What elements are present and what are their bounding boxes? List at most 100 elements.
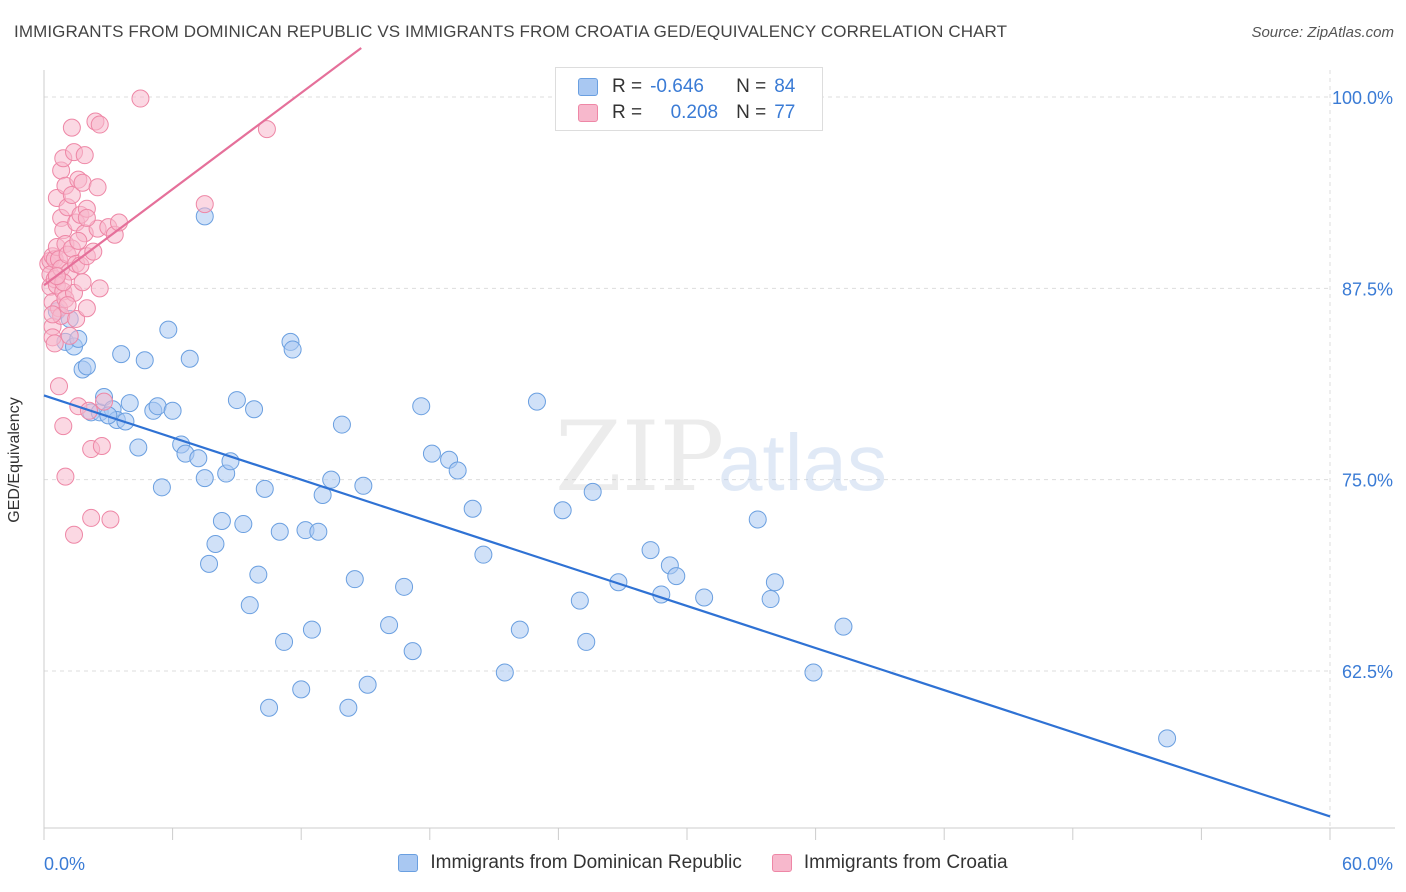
point-dominican-66 bbox=[553, 501, 572, 520]
legend-item-croatia[interactable]: Immigrants from Croatia bbox=[771, 852, 1008, 874]
point-croatia-52 bbox=[77, 299, 96, 318]
legend-row-dominican: R = -0.646 N = 84 bbox=[578, 75, 795, 99]
watermark: ZIP atlas bbox=[555, 401, 887, 513]
point-dominican-15 bbox=[129, 438, 148, 457]
point-dominican-68 bbox=[577, 632, 596, 651]
y-tick-label-0: 100.0% bbox=[1332, 88, 1393, 108]
point-dominican-54 bbox=[380, 616, 399, 635]
point-dominican-14 bbox=[120, 394, 139, 413]
point-croatia-32 bbox=[60, 326, 79, 345]
point-croatia-74 bbox=[69, 231, 88, 250]
point-croatia-61 bbox=[90, 279, 109, 298]
point-dominican-80 bbox=[834, 617, 853, 636]
point-croatia-63 bbox=[95, 392, 114, 411]
point-croatia-24 bbox=[54, 417, 73, 436]
point-dominican-77 bbox=[761, 590, 780, 609]
legend-r-label: R = bbox=[612, 102, 643, 123]
point-croatia-68 bbox=[131, 89, 150, 108]
point-dominican-16 bbox=[135, 351, 154, 370]
point-dominican-76 bbox=[748, 510, 767, 529]
point-croatia-73 bbox=[58, 296, 77, 315]
legend-r-value-croatia: 0.208 bbox=[670, 102, 719, 123]
point-dominican-55 bbox=[395, 577, 414, 596]
legend-row-croatia: R = 0.208 N = 77 bbox=[578, 101, 795, 125]
legend-item-dominican[interactable]: Immigrants from Dominican Republic bbox=[398, 852, 742, 874]
point-dominican-60 bbox=[448, 461, 467, 480]
point-dominican-28 bbox=[206, 534, 225, 553]
point-dominican-24 bbox=[180, 349, 199, 368]
source-credit: Source: ZipAtlas.com bbox=[1251, 24, 1394, 41]
point-dominican-61 bbox=[463, 499, 482, 518]
legend-label-croatia: Immigrants from Croatia bbox=[803, 852, 1008, 873]
point-dominican-39 bbox=[270, 522, 289, 541]
point-croatia-47 bbox=[73, 273, 92, 292]
point-dominican-49 bbox=[332, 415, 351, 434]
point-croatia-71 bbox=[43, 305, 62, 324]
legend-n-value-croatia: 77 bbox=[774, 102, 796, 123]
point-dominican-46 bbox=[309, 522, 328, 541]
point-croatia-28 bbox=[56, 467, 75, 486]
point-dominican-63 bbox=[495, 663, 514, 682]
point-dominican-58 bbox=[422, 444, 441, 463]
point-croatia-10 bbox=[45, 334, 64, 353]
point-croatia-70 bbox=[257, 120, 276, 139]
point-croatia-34 bbox=[62, 185, 81, 204]
legend-n-label: N = bbox=[736, 76, 767, 97]
point-dominican-13 bbox=[112, 345, 131, 364]
legend-r-label: R = bbox=[612, 76, 643, 97]
point-dominican-79 bbox=[804, 663, 823, 682]
y-axis-label: GED/Equivalency bbox=[6, 397, 23, 523]
point-dominican-35 bbox=[245, 400, 264, 419]
tick-labels: 100.0% 87.5% 75.0% 62.5% 0.0% 60.0% bbox=[44, 88, 1393, 874]
point-dominican-75 bbox=[695, 588, 714, 607]
point-dominican-6 bbox=[77, 357, 96, 376]
point-dominican-43 bbox=[292, 680, 311, 699]
legend-swatch-blue bbox=[398, 854, 419, 872]
point-croatia-46 bbox=[73, 173, 92, 192]
point-dominican-74 bbox=[667, 567, 686, 586]
trend-line-dominican bbox=[43, 394, 1331, 818]
y-tick-label-1: 87.5% bbox=[1342, 279, 1393, 299]
series-legend: Immigrants from Dominican Republic Immig… bbox=[0, 852, 1406, 874]
point-dominican-53 bbox=[358, 675, 377, 694]
point-dominican-56 bbox=[403, 642, 422, 661]
correlation-legend: R = -0.646 N = 84 R = 0.208 N = 77 bbox=[555, 67, 823, 131]
watermark-zip: ZIP bbox=[555, 401, 724, 513]
legend-swatch-blue bbox=[578, 78, 598, 96]
point-dominican-52 bbox=[354, 476, 373, 495]
point-croatia-56 bbox=[84, 242, 103, 261]
legend-r-value-dominican: -0.646 bbox=[650, 76, 704, 97]
point-dominican-62 bbox=[474, 545, 493, 564]
point-dominican-38 bbox=[260, 698, 279, 717]
point-dominican-65 bbox=[527, 392, 546, 411]
point-croatia-41 bbox=[67, 309, 86, 328]
axes bbox=[43, 70, 1395, 840]
x-tick-label-1: 60.0% bbox=[1342, 854, 1393, 874]
point-dominican-32 bbox=[227, 391, 246, 410]
point-dominican-29 bbox=[212, 511, 231, 530]
point-dominican-45 bbox=[302, 620, 321, 639]
point-croatia-55 bbox=[82, 508, 101, 527]
point-dominican-27 bbox=[200, 554, 219, 573]
point-dominican-51 bbox=[345, 570, 364, 589]
point-dominican-40 bbox=[275, 632, 294, 651]
point-dominican-19 bbox=[152, 478, 171, 497]
legend-swatch-pink bbox=[578, 104, 598, 122]
point-croatia-69 bbox=[195, 195, 214, 214]
point-croatia-38 bbox=[65, 525, 84, 544]
trend-lines bbox=[43, 47, 1331, 818]
point-dominican-18 bbox=[148, 397, 167, 416]
legend-n-value-dominican: 84 bbox=[774, 76, 796, 97]
point-dominican-78 bbox=[765, 573, 784, 592]
point-croatia-48 bbox=[75, 146, 94, 165]
legend-label-dominican: Immigrants from Dominican Republic bbox=[430, 852, 742, 873]
point-dominican-48 bbox=[322, 470, 341, 489]
data-points bbox=[39, 89, 1177, 748]
point-croatia-75 bbox=[77, 208, 96, 227]
point-dominican-64 bbox=[510, 620, 529, 639]
x-tick-label-0: 0.0% bbox=[44, 854, 85, 874]
point-dominican-34 bbox=[240, 596, 259, 615]
chart-title: IMMIGRANTS FROM DOMINICAN REPUBLIC VS IM… bbox=[14, 22, 1008, 41]
point-croatia-60 bbox=[90, 115, 109, 134]
